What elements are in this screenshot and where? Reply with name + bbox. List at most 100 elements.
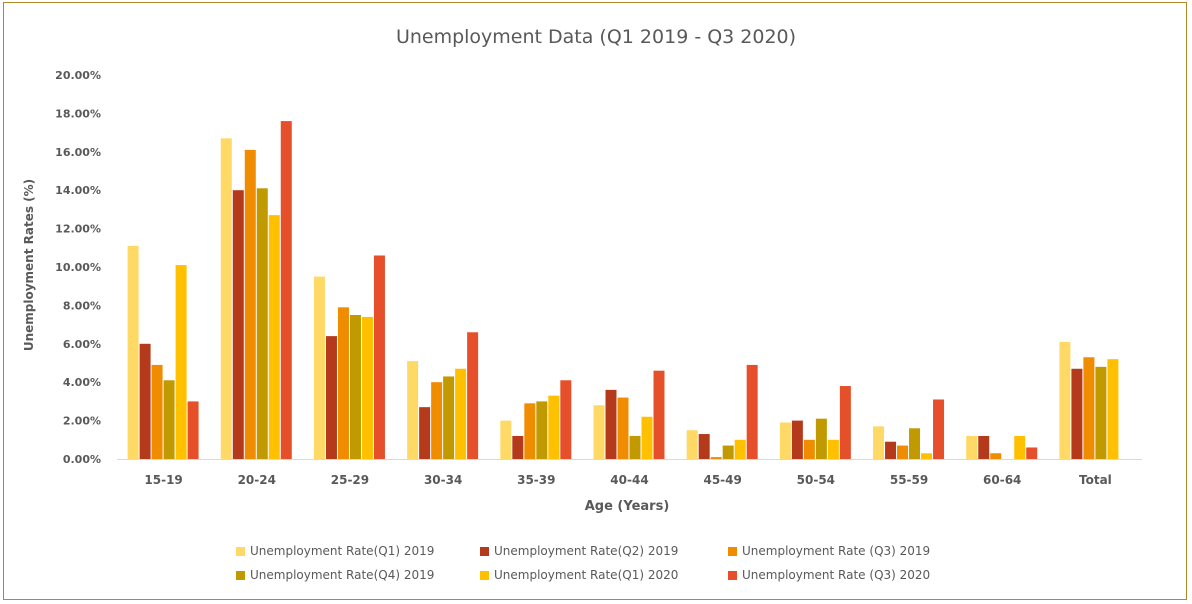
bar	[933, 399, 945, 459]
bar	[407, 361, 419, 459]
bar	[524, 403, 536, 459]
bar	[1014, 435, 1026, 459]
bar	[268, 215, 280, 459]
bar	[1083, 357, 1095, 459]
bar	[746, 364, 758, 459]
legend-label: Unemployment Rate(Q2) 2019	[494, 544, 679, 558]
bar	[698, 434, 710, 459]
bar	[313, 276, 325, 459]
legend-swatch	[480, 546, 489, 556]
bar	[1095, 366, 1107, 459]
bar	[560, 380, 572, 459]
y-tick-label: 4.00%	[63, 376, 101, 389]
legend-item: Unemployment Rate(Q2) 2019	[480, 544, 728, 558]
bar	[500, 420, 512, 459]
bar	[187, 401, 199, 459]
y-tick-label: 0.00%	[63, 453, 101, 466]
legend-swatch	[728, 546, 737, 556]
x-tick-label: 40-44	[610, 473, 648, 487]
bar	[467, 332, 479, 459]
bar	[990, 453, 1002, 459]
legend-item: Unemployment Rate(Q1) 2019	[236, 544, 480, 558]
bar	[839, 386, 851, 459]
bar	[629, 435, 641, 459]
bar	[232, 190, 244, 459]
bar	[455, 368, 467, 459]
bar	[220, 138, 232, 460]
legend-swatch	[480, 570, 489, 580]
bar	[1107, 359, 1119, 459]
x-axis-label: Age (Years)	[584, 499, 670, 514]
legend: Unemployment Rate(Q1) 2019 Unemployment R…	[236, 544, 996, 582]
legend-item: Unemployment Rate(Q4) 2019	[236, 568, 480, 582]
bar	[827, 439, 839, 459]
bar	[779, 422, 791, 459]
bar	[1059, 341, 1071, 459]
bar	[163, 380, 175, 459]
x-tick-label: 15-19	[144, 473, 182, 487]
legend-label: Unemployment Rate(Q4) 2019	[250, 568, 435, 582]
bar	[151, 364, 163, 459]
legend-label: Unemployment Rate (Q3) 2019	[742, 544, 931, 558]
bar	[722, 445, 734, 459]
bar	[803, 439, 815, 459]
x-tick-label: 60-64	[983, 473, 1021, 487]
bar	[641, 416, 653, 459]
bar	[127, 245, 139, 459]
bar	[617, 397, 629, 459]
legend-item: Unemployment Rate (Q3) 2020	[728, 568, 996, 582]
bar	[443, 376, 455, 459]
legend-label: Unemployment Rate(Q1) 2020	[494, 568, 679, 582]
bar	[548, 395, 560, 459]
bar	[536, 401, 548, 459]
x-tick-label: 20-24	[238, 473, 276, 487]
bar	[686, 430, 698, 459]
x-tick-label: 35-39	[517, 473, 555, 487]
bar	[885, 441, 897, 459]
x-tick-label: 50-54	[797, 473, 835, 487]
y-tick-label: 10.00%	[55, 261, 101, 274]
bar	[978, 435, 990, 459]
bar	[921, 453, 933, 459]
legend-swatch	[728, 570, 737, 580]
x-tick-label: 55-59	[890, 473, 928, 487]
legend-swatch	[236, 570, 245, 580]
bar	[897, 445, 909, 459]
y-tick-label: 14.00%	[55, 184, 101, 197]
y-tick-label: 6.00%	[63, 338, 101, 351]
x-tick-label: 45-49	[703, 473, 741, 487]
legend-swatch	[236, 546, 245, 556]
bar	[256, 188, 268, 459]
chart-title: Unemployment Data (Q1 2019 - Q3 2020)	[395, 26, 797, 48]
bar	[325, 336, 337, 459]
bar	[734, 439, 746, 459]
y-tick-label: 2.00%	[63, 415, 101, 428]
bar	[244, 149, 256, 459]
bar	[431, 382, 443, 459]
y-tick-label: 20.00%	[55, 69, 101, 82]
bar	[653, 370, 665, 459]
bar	[175, 265, 187, 459]
bar	[1071, 368, 1083, 459]
bar	[373, 255, 385, 459]
y-tick-label: 18.00%	[55, 107, 101, 120]
legend-label: Unemployment Rate (Q3) 2020	[742, 568, 931, 582]
y-tick-label: 16.00%	[55, 146, 101, 159]
x-tick-label: 25-29	[331, 473, 369, 487]
bar	[791, 420, 803, 459]
bar	[337, 307, 349, 459]
bar	[909, 428, 921, 459]
bar	[966, 435, 978, 459]
chart-frame	[3, 2, 1187, 600]
bar	[873, 426, 885, 459]
bar	[419, 407, 431, 459]
bar	[1026, 447, 1038, 459]
bar	[361, 316, 373, 459]
bar	[349, 315, 361, 459]
bar	[593, 405, 605, 459]
bar	[512, 435, 524, 459]
bar	[815, 418, 827, 459]
bar	[139, 343, 151, 459]
bar	[280, 121, 292, 459]
bar	[710, 457, 722, 459]
